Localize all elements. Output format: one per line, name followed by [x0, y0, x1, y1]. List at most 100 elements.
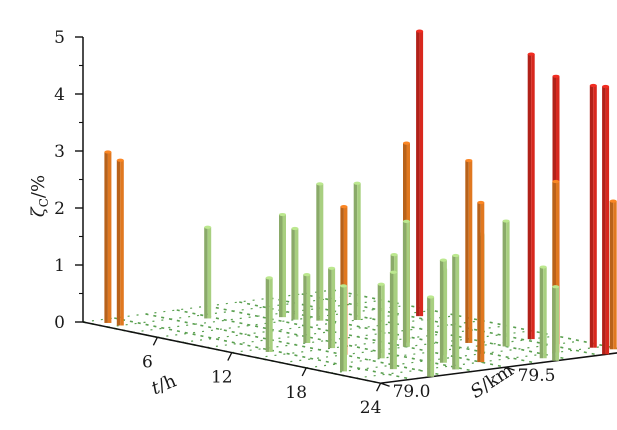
bar: [552, 285, 560, 361]
bar: [416, 29, 424, 317]
bar: [204, 225, 212, 319]
bar: [291, 226, 299, 320]
bar-cap: [465, 158, 473, 163]
bar-face-right: [455, 255, 460, 370]
s-tick-label: 79.5: [518, 366, 556, 386]
bar-face-left: [204, 227, 208, 319]
t-tick-label: 24: [360, 398, 382, 418]
bar-cap: [403, 141, 410, 145]
bar-cap: [303, 273, 311, 277]
bar-cap: [402, 219, 410, 223]
z-tick-label: 4: [54, 85, 65, 105]
bar-face-left: [527, 54, 532, 340]
bar-cap: [265, 276, 273, 280]
bar-face-left: [477, 202, 481, 363]
bar: [389, 270, 397, 370]
bar-face-right: [107, 151, 112, 323]
bar-face-left: [552, 286, 556, 361]
bar-face-left: [303, 274, 307, 343]
bar-face-left: [502, 221, 507, 347]
bar-face-right: [419, 31, 424, 317]
z-tick-label: 1: [54, 256, 65, 276]
bar-cap: [291, 226, 299, 231]
bar-face-left: [465, 160, 469, 343]
bar-face-left: [316, 183, 320, 321]
bar-face-right: [506, 221, 510, 347]
floor-gridline-s: [114, 317, 413, 380]
bar-face-left: [539, 267, 544, 359]
bar: [452, 253, 460, 370]
bar-cap: [353, 181, 361, 185]
z-tick-label: 2: [54, 199, 65, 219]
bar-cap: [390, 253, 398, 257]
bar-face-right: [480, 202, 485, 363]
bar: [303, 273, 311, 343]
floor-gridline-t: [107, 294, 358, 328]
bar: [402, 219, 410, 347]
bar-face-right: [468, 160, 473, 343]
s-tick: [380, 382, 390, 387]
bar-face-left: [328, 268, 332, 349]
bar: [439, 258, 447, 363]
bar: [340, 284, 347, 372]
bar-face-left: [377, 284, 382, 359]
bar: [116, 158, 124, 326]
bar-face-left: [291, 228, 295, 320]
bar: [104, 150, 112, 323]
t-tick: [376, 382, 382, 392]
t-tick: [152, 337, 158, 346]
bar-face-left: [427, 297, 431, 377]
bar-face-right: [331, 268, 336, 349]
bar-face-left: [452, 255, 456, 370]
bar-face-left: [353, 183, 358, 320]
s-tick: [505, 366, 515, 371]
z-tick-label: 5: [54, 28, 65, 48]
bar-cap: [439, 258, 447, 262]
bar: [353, 181, 361, 320]
bar-face-left: [389, 272, 394, 370]
bar: [316, 182, 324, 321]
bar-cap: [377, 282, 385, 286]
bar-face-left: [265, 277, 270, 352]
t-tick-label: 12: [211, 368, 233, 388]
bar: [265, 276, 273, 352]
bar: [340, 205, 348, 355]
bar-face-right: [269, 277, 273, 352]
bar: [602, 84, 610, 355]
bar-cap: [104, 150, 112, 154]
x-axis-label: t/h: [148, 370, 179, 399]
bar-face-right: [555, 286, 560, 361]
bar: [465, 158, 473, 343]
z-axis-label: ζC/%: [28, 175, 51, 217]
bar-face-right: [555, 181, 560, 353]
bar-face-left: [439, 260, 444, 363]
bar-cap: [452, 253, 460, 258]
bars: [104, 29, 617, 377]
bar-face-right: [319, 183, 324, 321]
bar-cap: [204, 225, 212, 229]
floor-gridline-s: [332, 289, 617, 350]
bar-face-left: [279, 214, 283, 318]
bar-face-left: [609, 201, 614, 350]
bar: [377, 282, 385, 359]
bar-cap: [552, 74, 560, 78]
bar-face-left: [602, 86, 606, 355]
bar-face-right: [282, 214, 286, 318]
bar-face-right: [613, 201, 617, 350]
bar-cap: [316, 182, 324, 186]
bar-cap: [602, 84, 610, 89]
bar-cap: [477, 200, 485, 205]
bar-cap: [609, 199, 617, 203]
bar-face-right: [294, 228, 299, 320]
bar: [328, 266, 336, 349]
bar-cap: [527, 52, 535, 56]
bar-face-left: [340, 206, 344, 355]
bar-face-left: [340, 285, 344, 372]
floor-gridline-t: [231, 320, 482, 354]
bar: [279, 212, 286, 318]
bar-face-right: [430, 297, 435, 377]
bar-face-right: [306, 274, 311, 343]
bar-face-right: [381, 284, 385, 359]
bar-face-right: [543, 267, 547, 359]
